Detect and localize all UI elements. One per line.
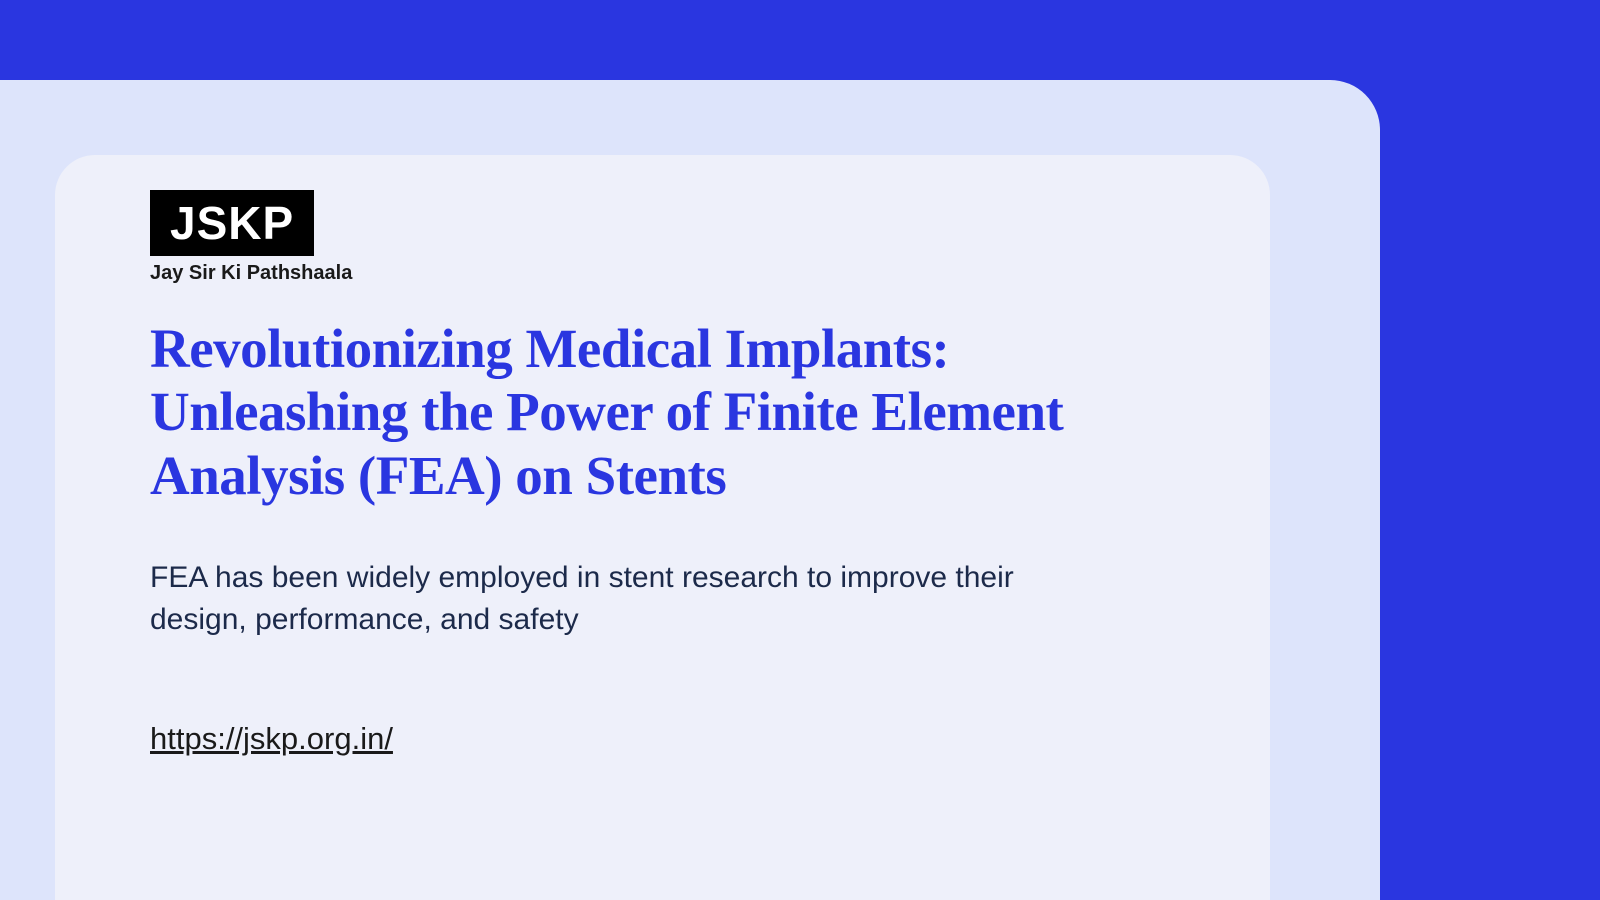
outer-card: JSKP Jay Sir Ki Pathshaala Revolutionizi… (0, 80, 1380, 900)
headline: Revolutionizing Medical Implants: Unleas… (150, 317, 1175, 507)
logo-subtitle: Jay Sir Ki Pathshaala (150, 262, 1175, 285)
logo-abbr: JSKP (150, 190, 314, 256)
logo: JSKP Jay Sir Ki Pathshaala (150, 190, 1175, 285)
inner-card: JSKP Jay Sir Ki Pathshaala Revolutionizi… (55, 155, 1270, 900)
source-link[interactable]: https://jskp.org.in/ (150, 721, 393, 756)
subtext: FEA has been widely employed in stent re… (150, 557, 1070, 641)
